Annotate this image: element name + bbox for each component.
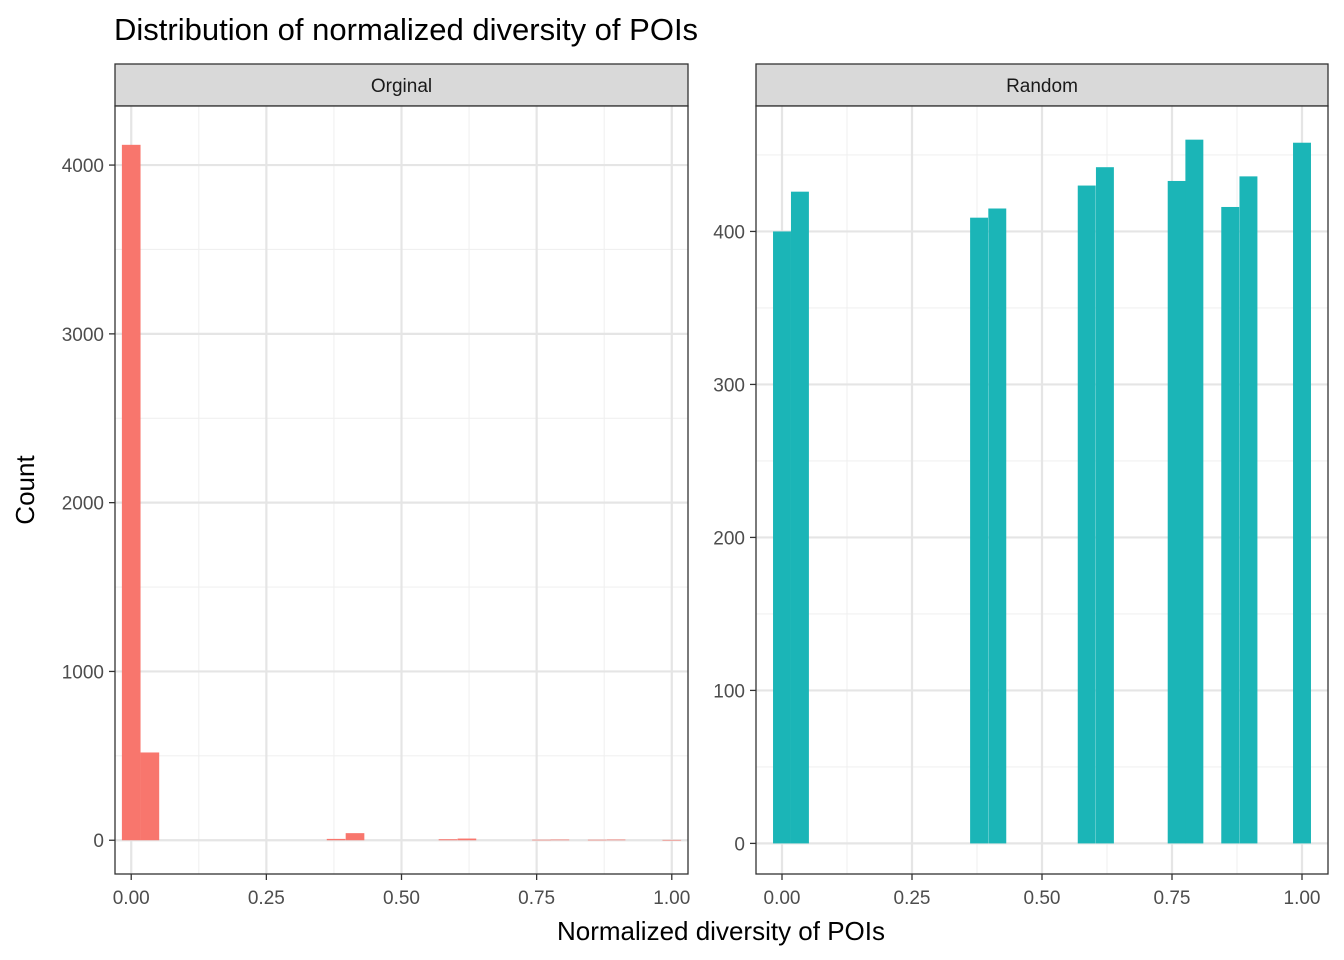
bars-orginal <box>121 144 682 841</box>
y-tick-label: 0 <box>734 834 745 855</box>
bar-orginal <box>457 838 477 841</box>
x-axis-random: 0.00 0.25 0.50 0.75 1.00 <box>764 874 1321 909</box>
bar-orginal <box>662 839 682 841</box>
bar-random <box>1239 176 1258 844</box>
x-tick-label: 0.50 <box>1024 888 1061 909</box>
y-tick-label: 1000 <box>62 662 104 683</box>
bar-random <box>1293 142 1311 844</box>
bar-orginal <box>140 752 160 841</box>
strip-label-random: Random <box>1006 76 1078 97</box>
bars-random <box>773 139 1311 844</box>
y-tick-label: 0 <box>93 831 104 852</box>
bar-random <box>790 191 809 844</box>
bar-random <box>1167 180 1186 844</box>
bar-random <box>1095 167 1114 844</box>
x-tick-label: 0.00 <box>113 888 150 909</box>
y-tick-label: 3000 <box>62 325 104 346</box>
x-tick-label: 0.00 <box>764 888 801 909</box>
bar-orginal <box>438 839 458 841</box>
y-axis-orginal: 0 1000 2000 3000 4000 <box>62 156 115 852</box>
bar-orginal <box>345 833 365 841</box>
strip-random <box>755 63 1329 107</box>
x-axis-orginal: 0.00 0.25 0.50 0.75 1.00 <box>113 874 690 909</box>
bar-random <box>1077 185 1096 844</box>
y-tick-label: 300 <box>713 375 745 396</box>
chart-title: Distribution of normalized diversity of … <box>114 12 698 47</box>
panel-orginal: Orginal 0.00 0.25 0.50 0.75 1.00 0 1000 2000 30… <box>62 63 690 909</box>
bar-orginal <box>606 839 626 841</box>
y-tick-label: 400 <box>713 222 745 243</box>
bar-random <box>773 231 791 844</box>
y-tick-label: 2000 <box>62 494 104 515</box>
x-tick-label: 1.00 <box>653 888 690 909</box>
panel-random: Random 0.00 0.25 0.50 0.75 1.00 0 100 200 300 40… <box>713 63 1329 909</box>
bar-orginal <box>587 839 607 841</box>
x-axis-title: Normalized diversity of POIs <box>557 916 885 946</box>
strip-label-orginal: Orginal <box>371 76 432 97</box>
major-gridlines-orginal <box>115 106 688 874</box>
bar-random <box>970 217 989 844</box>
bar-random <box>1185 139 1204 844</box>
bar-random <box>988 208 1007 844</box>
x-tick-label: 0.25 <box>894 888 931 909</box>
x-tick-label: 1.00 <box>1284 888 1321 909</box>
x-tick-label: 0.50 <box>383 888 420 909</box>
bar-orginal <box>550 839 570 841</box>
x-tick-label: 0.75 <box>1154 888 1191 909</box>
y-axis-random: 0 100 200 300 400 <box>713 222 756 855</box>
y-axis-title: Count <box>10 455 40 525</box>
x-tick-label: 0.25 <box>248 888 285 909</box>
x-tick-label: 0.75 <box>518 888 555 909</box>
y-tick-label: 4000 <box>62 156 104 177</box>
bar-orginal <box>326 838 346 841</box>
y-tick-label: 100 <box>713 681 745 702</box>
bar-random <box>1221 206 1240 844</box>
bar-orginal <box>532 839 551 841</box>
bar-orginal <box>121 144 141 841</box>
y-tick-label: 200 <box>713 528 745 549</box>
strip-orginal <box>114 63 689 107</box>
